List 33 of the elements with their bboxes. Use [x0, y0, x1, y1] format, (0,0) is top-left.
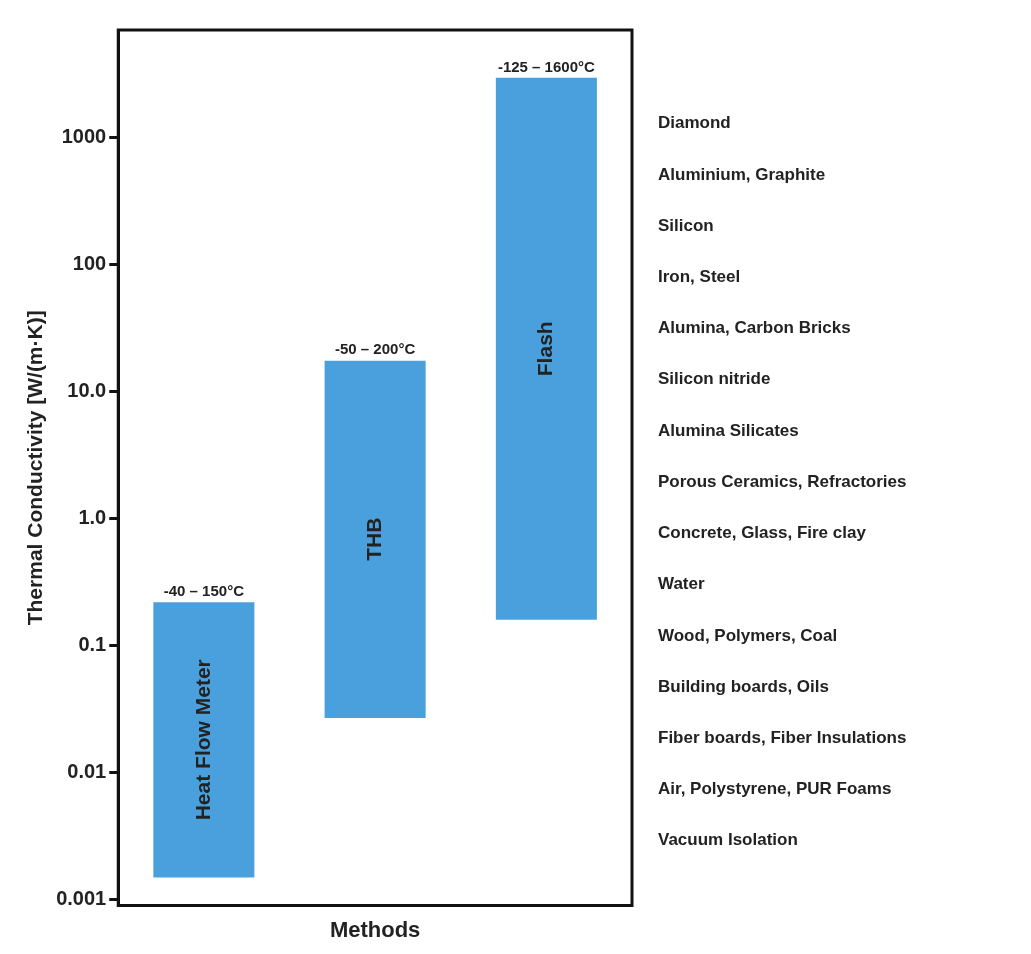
y-tick-label: 100 [72, 251, 107, 274]
y-tick-label: 0.1 [78, 633, 107, 656]
text: Diamond [658, 113, 731, 133]
text: Alumina Silicates [658, 420, 799, 440]
text: Wood, Polymers, Coal [658, 625, 838, 645]
text: Vacuum Isolation [658, 830, 798, 850]
text: Aluminium, Graphite [658, 164, 826, 184]
y-tick-label: 0.01 [67, 760, 107, 783]
bar [324, 360, 426, 718]
annotation: -40 – 150°C [163, 581, 245, 599]
y-axis-title: Thermal Conductivity [W/(m·K)] [23, 310, 47, 626]
bar [495, 77, 597, 620]
text: Fiber boards, Fiber Insulations [658, 728, 907, 748]
x-axis-title: Methods [329, 916, 421, 942]
text: Concrete, Glass, Fire clay [658, 523, 867, 543]
y-tick-label: 0.001 [56, 887, 107, 910]
annotation: -125 – 1600°C [497, 57, 595, 75]
bar [153, 602, 255, 878]
x-tick-label: THB [361, 517, 385, 561]
annotation: -50 – 200°C [335, 340, 416, 358]
y-tick-label: 1000 [61, 124, 107, 147]
text: Silicon nitride [658, 369, 771, 389]
text: Silicon [658, 215, 714, 235]
y-tick-label: 1.0 [78, 506, 107, 529]
text: Air, Polystyrene, PUR Foams [658, 779, 892, 799]
y-tick-label: 10.0 [67, 379, 107, 402]
text: Water [658, 574, 705, 594]
x-tick-label: Flash [533, 321, 557, 377]
x-tick-label: Heat Flow Meter [190, 659, 214, 821]
text: Alumina, Carbon Bricks [658, 318, 851, 338]
text: Building boards, Oils [658, 676, 829, 696]
text: Iron, Steel [658, 267, 741, 287]
text: Porous Ceramics, Refractories [658, 471, 907, 491]
